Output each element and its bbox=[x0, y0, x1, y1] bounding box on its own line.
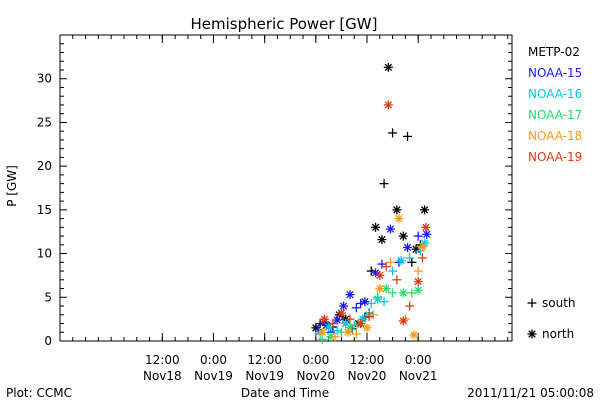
x-tick-time: 12:00 bbox=[350, 353, 385, 367]
north-point bbox=[409, 330, 419, 340]
south-point bbox=[332, 326, 342, 336]
x-tick-time: 12:00 bbox=[145, 353, 180, 367]
north-point bbox=[394, 214, 404, 224]
south-point bbox=[388, 288, 398, 298]
south-point bbox=[413, 266, 423, 276]
x-tick-time: 0:00 bbox=[302, 353, 329, 367]
south-point bbox=[328, 319, 338, 329]
x-tick-date: Nov19 bbox=[194, 369, 233, 383]
north-point bbox=[398, 316, 408, 326]
north-point bbox=[360, 297, 370, 307]
north-point bbox=[319, 314, 329, 324]
south-point bbox=[405, 301, 415, 311]
y-tick-label: 10 bbox=[37, 247, 52, 261]
south-point bbox=[364, 312, 374, 322]
axes-layer: 0 5 10 15 20 25 30 12:00 Nov18 0:00 Nov19 12:00 Nov1… bbox=[37, 35, 512, 383]
south-point bbox=[388, 128, 398, 138]
north-point bbox=[417, 242, 427, 252]
x-tick-date: Nov21 bbox=[399, 369, 438, 383]
south-point bbox=[385, 257, 395, 267]
north-point bbox=[343, 327, 353, 337]
legend-entry: NOAA-15 bbox=[528, 66, 582, 80]
y-axis-label: P [GW] bbox=[5, 165, 19, 207]
north-point bbox=[336, 308, 346, 318]
south-point bbox=[403, 131, 413, 141]
y-tick-label: 0 bbox=[44, 334, 52, 348]
x-tick-date: Nov20 bbox=[348, 369, 387, 383]
legend-entry: NOAA-17 bbox=[528, 108, 582, 122]
legend-entry: METP-02 bbox=[528, 45, 580, 59]
y-tick-label: 30 bbox=[37, 72, 52, 86]
south-point bbox=[351, 303, 361, 313]
south-point bbox=[379, 179, 389, 189]
x-tick-date: Nov18 bbox=[143, 369, 182, 383]
legend-entry: NOAA-18 bbox=[528, 129, 582, 143]
south-point bbox=[351, 329, 361, 339]
north-point bbox=[375, 270, 385, 280]
legend-entry: NOAA-16 bbox=[528, 87, 582, 101]
north-point bbox=[375, 284, 385, 294]
chart-title: Hemispheric Power [GW] bbox=[191, 15, 378, 33]
x-tick-time: 12:00 bbox=[247, 353, 282, 367]
north-marker-icon bbox=[527, 329, 537, 339]
x-tick-date: Nov19 bbox=[245, 369, 284, 383]
south-point bbox=[373, 292, 383, 302]
north-point bbox=[339, 301, 349, 311]
south-point bbox=[405, 253, 415, 263]
y-tick-label: 15 bbox=[37, 203, 52, 217]
y-tick-label: 5 bbox=[44, 290, 52, 304]
timestamp: 2011/11/21 05:00:08 bbox=[467, 386, 594, 400]
south-point bbox=[417, 253, 427, 263]
north-point bbox=[383, 62, 393, 72]
south-marker-icon bbox=[527, 298, 537, 308]
north-point bbox=[396, 256, 406, 266]
south-point bbox=[413, 231, 423, 241]
marker-legend-label: north bbox=[542, 327, 574, 341]
north-point bbox=[413, 285, 423, 295]
south-point bbox=[368, 310, 378, 320]
north-point bbox=[356, 319, 366, 329]
data-points bbox=[311, 62, 432, 344]
legend: METP-02 NOAA-15 NOAA-16 NOAA-17 NOAA-18 NOAA-… bbox=[527, 45, 582, 341]
north-point bbox=[371, 222, 381, 232]
south-point bbox=[392, 275, 402, 285]
south-point bbox=[388, 266, 398, 276]
legend-entry: NOAA-19 bbox=[528, 150, 582, 164]
x-axis-label: Date and Time bbox=[241, 386, 329, 400]
south-point bbox=[379, 297, 389, 307]
north-point bbox=[392, 205, 402, 215]
north-point bbox=[345, 323, 355, 333]
north-point bbox=[377, 235, 387, 245]
north-point bbox=[420, 205, 430, 215]
north-point bbox=[317, 327, 327, 337]
north-point bbox=[413, 277, 423, 287]
north-point bbox=[422, 229, 432, 239]
north-point bbox=[311, 323, 321, 333]
south-point bbox=[366, 298, 376, 308]
y-tick-label: 20 bbox=[37, 159, 52, 173]
north-point bbox=[383, 100, 393, 110]
south-point bbox=[330, 332, 340, 342]
plot-credit: Plot: CCMC bbox=[6, 386, 72, 400]
plot-frame bbox=[59, 34, 513, 342]
north-point bbox=[398, 231, 408, 241]
south-point bbox=[381, 262, 391, 272]
north-point bbox=[398, 288, 408, 298]
north-point bbox=[403, 242, 413, 252]
south-point bbox=[345, 314, 355, 324]
x-tick-time: 0:00 bbox=[405, 353, 432, 367]
south-point bbox=[407, 257, 417, 267]
north-point bbox=[362, 323, 372, 333]
y-tick-label: 25 bbox=[37, 115, 52, 129]
x-tick-time: 0:00 bbox=[200, 353, 227, 367]
x-tick-date: Nov20 bbox=[296, 369, 335, 383]
north-point bbox=[421, 222, 431, 232]
marker-legend-label: south bbox=[542, 296, 576, 310]
north-point bbox=[385, 224, 395, 234]
north-point bbox=[345, 290, 355, 300]
